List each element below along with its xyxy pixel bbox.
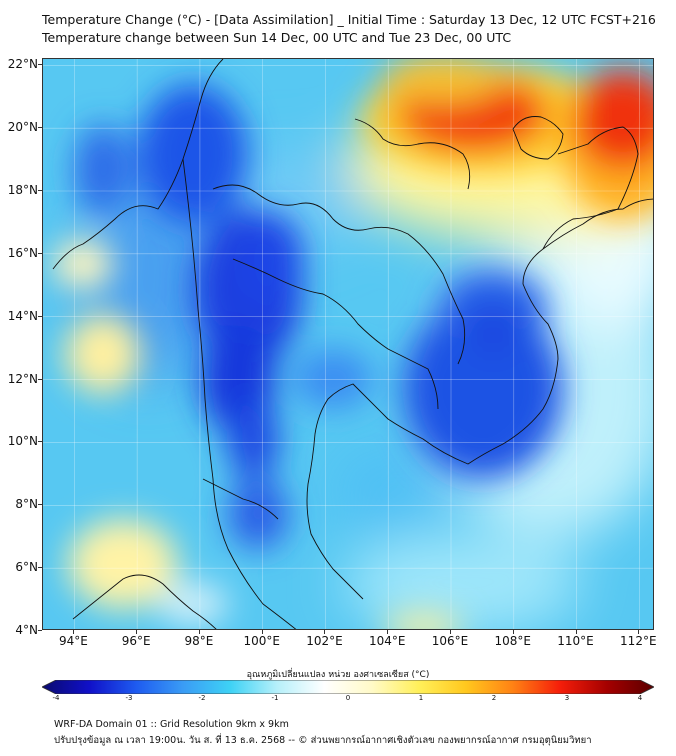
colorbar-tick-label: -1 xyxy=(271,694,279,702)
colorbar-tick-label: -3 xyxy=(125,694,133,702)
title-line-1: Temperature Change (°C) - [Data Assimila… xyxy=(42,12,656,27)
lon-label: 96°E xyxy=(121,634,151,648)
colorbar-tick-label: -2 xyxy=(198,694,206,702)
lon-label: 98°E xyxy=(184,634,214,648)
lon-label: 104°E xyxy=(368,634,406,648)
coast-sumatra xyxy=(72,574,217,629)
lon-tick xyxy=(198,630,200,634)
lon-label: 110°E xyxy=(557,634,594,648)
lat-label: 8°N xyxy=(15,497,38,512)
lat-tick xyxy=(38,315,42,317)
graticule xyxy=(43,59,653,629)
border-northern xyxy=(354,118,471,190)
field-sharp-layer xyxy=(53,59,653,629)
lat-label: 18°N xyxy=(7,183,38,197)
lat-tick xyxy=(38,567,42,569)
colorbar-tick-label: 3 xyxy=(564,694,570,702)
lon-tick xyxy=(575,630,577,634)
lat-tick xyxy=(38,378,42,380)
coast-hainan-island xyxy=(512,116,564,160)
temperature-change-map[interactable] xyxy=(42,58,654,630)
border-malay-peninsula xyxy=(202,478,279,520)
colorbar-tick-label: 4 xyxy=(637,694,643,702)
lon-label: 106°E xyxy=(431,634,469,648)
border-interior xyxy=(232,258,439,410)
lon-tick xyxy=(324,630,326,634)
lat-label: 10°N xyxy=(7,434,38,449)
colorbar-tick-label: 1 xyxy=(418,694,424,702)
lon-tick xyxy=(450,630,451,634)
lon-label: 112°E xyxy=(620,634,657,648)
lat-label: 14°N xyxy=(7,308,38,323)
footer-credit: ปรับปรุงข้อมูล ณ เวลา 19:00น. วัน ส. ที่… xyxy=(54,735,592,746)
lat-label: 16°N xyxy=(7,245,38,260)
lon-tick xyxy=(73,630,75,634)
lon-tick xyxy=(638,630,640,634)
coast-bay-of-bengal xyxy=(52,59,224,270)
colorbar xyxy=(42,680,654,694)
lon-tick xyxy=(261,630,263,634)
lat-label: 22°N xyxy=(7,57,38,72)
lon-tick xyxy=(512,630,514,634)
border-thailand-laos xyxy=(212,184,466,365)
title-line-2: Temperature change between Sun 14 Dec, 0… xyxy=(42,30,512,45)
lat-label: 4°N xyxy=(15,623,38,637)
coastlines-and-borders xyxy=(52,59,653,629)
lon-tick xyxy=(387,630,389,634)
lat-tick xyxy=(38,504,42,506)
lat-label: 20°N xyxy=(7,120,38,135)
lat-label: 12°N xyxy=(7,371,38,386)
lon-label: 100°E xyxy=(243,634,280,648)
lat-tick xyxy=(38,127,42,129)
lon-label: 94°E xyxy=(58,634,88,648)
lat-tick xyxy=(38,64,42,66)
lon-label: 108°E xyxy=(494,634,532,648)
footer-domain-info: WRF-DA Domain 01 :: Grid Resolution 9km … xyxy=(54,719,289,730)
coast-andaman-sea-east xyxy=(182,158,297,629)
lat-label: 6°N xyxy=(15,560,38,575)
lat-tick xyxy=(38,630,42,631)
lat-tick xyxy=(38,252,42,254)
colorbar-ramp xyxy=(42,680,654,694)
colorbar-tick-label: -4 xyxy=(52,694,60,702)
lat-tick xyxy=(38,441,42,443)
colorbar-tick-label: 2 xyxy=(491,694,497,702)
coast-hainan-and-tonkin xyxy=(542,126,639,250)
lon-label: 102°E xyxy=(306,634,343,648)
lon-tick xyxy=(136,630,138,634)
lat-tick xyxy=(38,190,42,191)
colorbar-tick-label: 0 xyxy=(345,694,351,702)
colorbar-label: อุณหภูมิเปลี่ยนแปลง หน่วย องศาเซลเซียส (… xyxy=(246,670,430,680)
